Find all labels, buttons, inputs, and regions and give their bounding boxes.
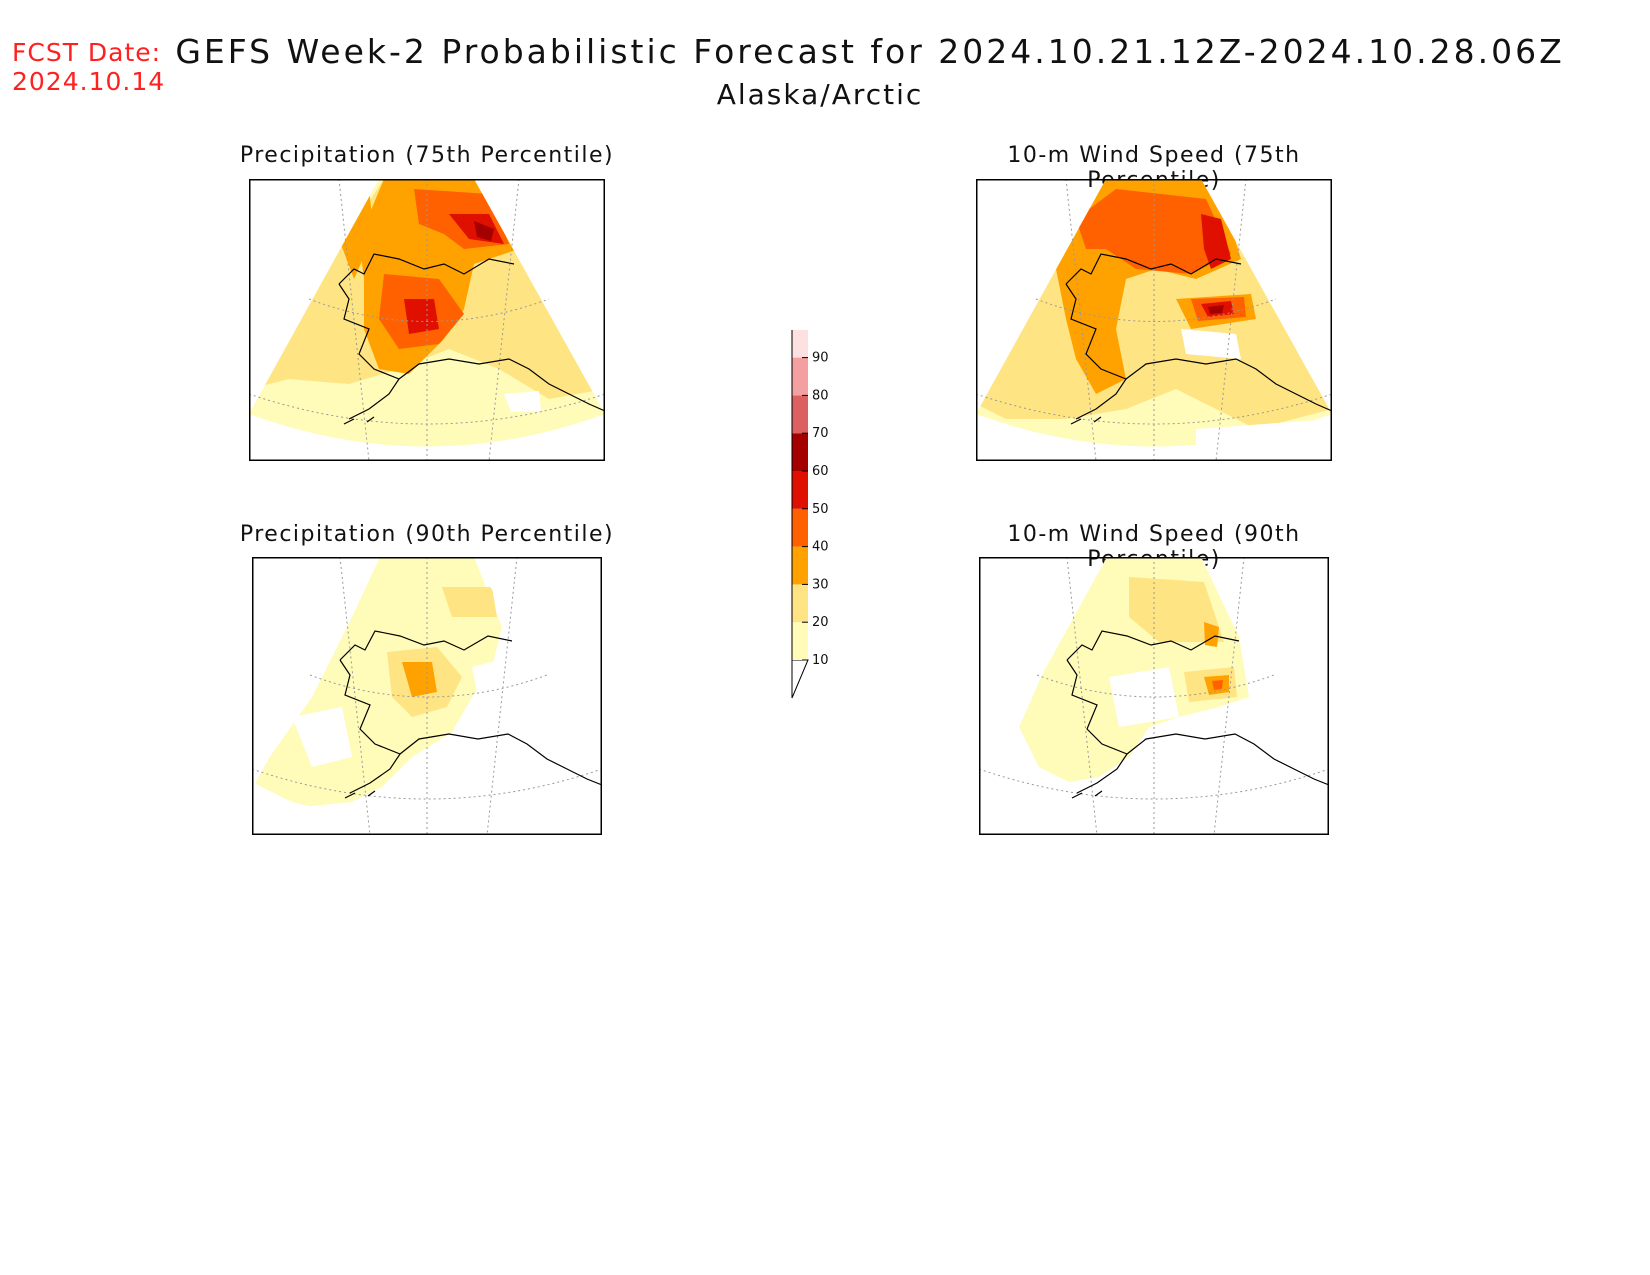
wind75-coastline (1065, 253, 1332, 425)
wind90-band-40 (1212, 680, 1223, 690)
wind75-band-40 (1076, 189, 1231, 274)
precip90-band-20b (442, 587, 497, 617)
colorbar-lower-tip (791, 659, 809, 699)
precip90-coastline (339, 630, 602, 799)
colorbar-swatch-20 (792, 584, 808, 623)
colorbar-swatch-70 (792, 395, 808, 434)
precip75-band-60 (474, 221, 494, 241)
colorbar-swatch-40 (792, 508, 808, 547)
colorbar: 10 20 30 40 50 60 70 80 90 (791, 330, 829, 699)
colorbar-label-50: 50 (812, 502, 829, 517)
precip75-white-patch (504, 391, 541, 412)
map-precip-75 (249, 179, 605, 461)
precip75-band-30b (339, 189, 374, 279)
colorbar-swatch-30 (792, 546, 808, 585)
colorbar-swatch-80 (792, 357, 808, 396)
map-wind-75 (976, 179, 1332, 461)
precip75-coastline (338, 253, 605, 425)
map-precip-90 (252, 557, 602, 835)
colorbar-swatch-90 (792, 330, 808, 358)
page-title: GEFS Week-2 Probabilistic Forecast for 2… (175, 32, 1565, 71)
colorbar-swatch-60 (792, 433, 808, 471)
wind90-white-patch (1109, 667, 1179, 727)
precip90-band-30 (402, 662, 437, 697)
wind75-band-50 (1201, 214, 1231, 269)
map-wind-90 (979, 557, 1329, 835)
forecast-date-value: 2024.10.14 (12, 67, 166, 96)
precip90-white-b (472, 657, 532, 717)
colorbar-label-90: 90 (812, 351, 829, 366)
precip75-band-50b (404, 299, 439, 334)
wind75-white-patch (1181, 329, 1241, 359)
colorbar-swatch-10 (792, 622, 808, 660)
wind90-band-20 (1129, 577, 1224, 642)
colorbar-label-20: 20 (812, 615, 829, 630)
wind90-coastline (1066, 630, 1329, 799)
forecast-date-block: FCST Date: 2024.10.14 (12, 38, 165, 96)
colorbar-label-70: 70 (812, 426, 829, 441)
forecast-date-label: FCST Date: (12, 38, 162, 67)
colorbar-swatch-50 (792, 471, 808, 509)
colorbar-label-10: 10 (812, 653, 829, 668)
region-subtitle: Alaska/Arctic (716, 78, 924, 111)
precip90-white-a (292, 707, 352, 767)
panel-title-precip-75: Precipitation (75th Percentile) (239, 143, 615, 168)
colorbar-label-80: 80 (812, 388, 829, 403)
wind75-band-60 (1208, 305, 1224, 314)
colorbar-label-60: 60 (812, 464, 829, 479)
panel-title-precip-90: Precipitation (90th Percentile) (239, 522, 615, 547)
colorbar-label-30: 30 (812, 577, 829, 592)
colorbar-label-40: 40 (812, 540, 829, 555)
